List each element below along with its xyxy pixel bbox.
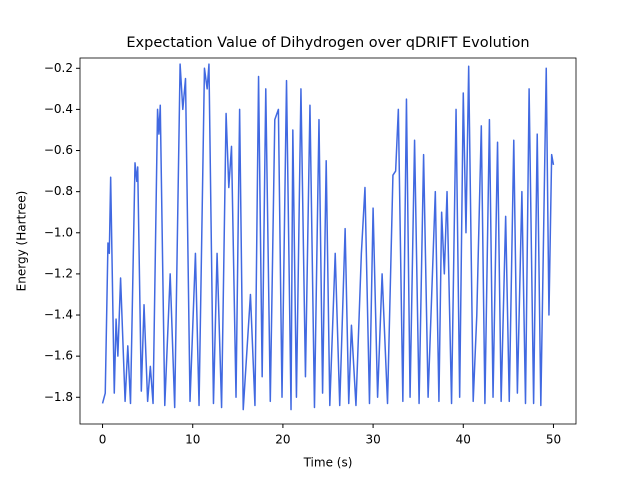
x-tick-label: 10 [185,433,200,447]
y-tick-label: −0.4 [44,102,73,116]
x-tick-label: 40 [456,433,471,447]
x-tick-label: 20 [275,433,290,447]
y-tick-label: −1.6 [44,349,73,363]
y-tick-label: −1.4 [44,308,73,322]
y-tick-label: −0.2 [44,61,73,75]
x-tick-label: 0 [99,433,107,447]
data-line [101,63,555,411]
y-tick-label: −1.2 [44,266,73,280]
chart-title: Expectation Value of Dihydrogen over qDR… [126,35,529,51]
y-tick-label: −1.8 [44,390,73,404]
x-tick-label: 50 [546,433,561,447]
y-tick-label: −0.6 [44,143,73,157]
y-tick-label: −1.0 [44,225,73,239]
plot-frame [79,57,577,425]
y-axis-label: Energy (Hartree) [15,191,29,292]
x-tick-label: 30 [365,433,380,447]
x-axis-label: Time (s) [303,456,353,470]
y-tick-label: −0.8 [44,184,73,198]
